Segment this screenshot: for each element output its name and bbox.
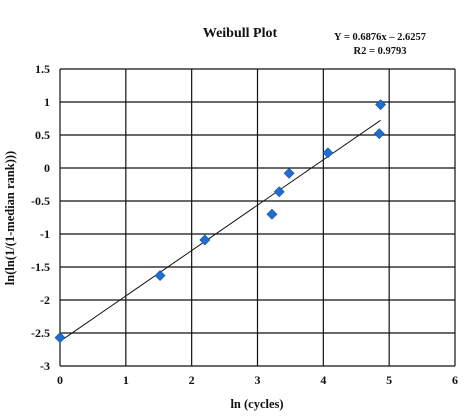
y-tick-label: -1.5 — [31, 260, 50, 274]
x-tick-label: 5 — [386, 373, 392, 387]
chart-title: Weibull Plot — [203, 26, 278, 41]
data-point — [375, 99, 387, 111]
data-point — [154, 270, 166, 282]
y-tick-label: 0 — [44, 161, 50, 175]
y-tick-label: -2.5 — [31, 326, 50, 340]
x-tick-label: 1 — [123, 373, 129, 387]
grid — [59, 68, 456, 367]
y-tick-label: 1.5 — [35, 62, 50, 76]
data-point — [373, 128, 385, 140]
y-axis-label: ln(ln(1/(1-median rank))) — [3, 151, 17, 285]
x-axis-label: ln (cycles) — [230, 397, 283, 411]
data-point — [283, 167, 295, 179]
y-tick-label: 1 — [44, 95, 50, 109]
y-tick-label: -0.5 — [31, 194, 50, 208]
x-tick-label: 6 — [452, 373, 458, 387]
data-point — [322, 147, 334, 159]
data-point — [54, 332, 66, 344]
data-point — [266, 208, 278, 220]
trendline-r2: R2 = 0.9793 — [354, 46, 407, 57]
points-layer — [54, 99, 387, 344]
y-tick-label: -1 — [40, 227, 50, 241]
x-tick-label: 2 — [189, 373, 195, 387]
tick-labels: 1.5 1 0.5 0 -0.5 -1 -1.5 -2 -2.5 -3 0 1 2 3 4 5 6 — [31, 62, 458, 387]
x-tick-label: 0 — [57, 373, 63, 387]
y-tick-label: 0.5 — [35, 128, 50, 142]
y-tick-label: -2 — [40, 293, 50, 307]
trendline-equation: Y = 0.6876x – 2.6257 — [334, 32, 426, 43]
data-point — [199, 234, 211, 246]
y-tick-label: -3 — [40, 359, 50, 373]
data-point — [273, 186, 285, 198]
x-tick-label: 3 — [255, 373, 261, 387]
x-tick-label: 4 — [320, 373, 326, 387]
